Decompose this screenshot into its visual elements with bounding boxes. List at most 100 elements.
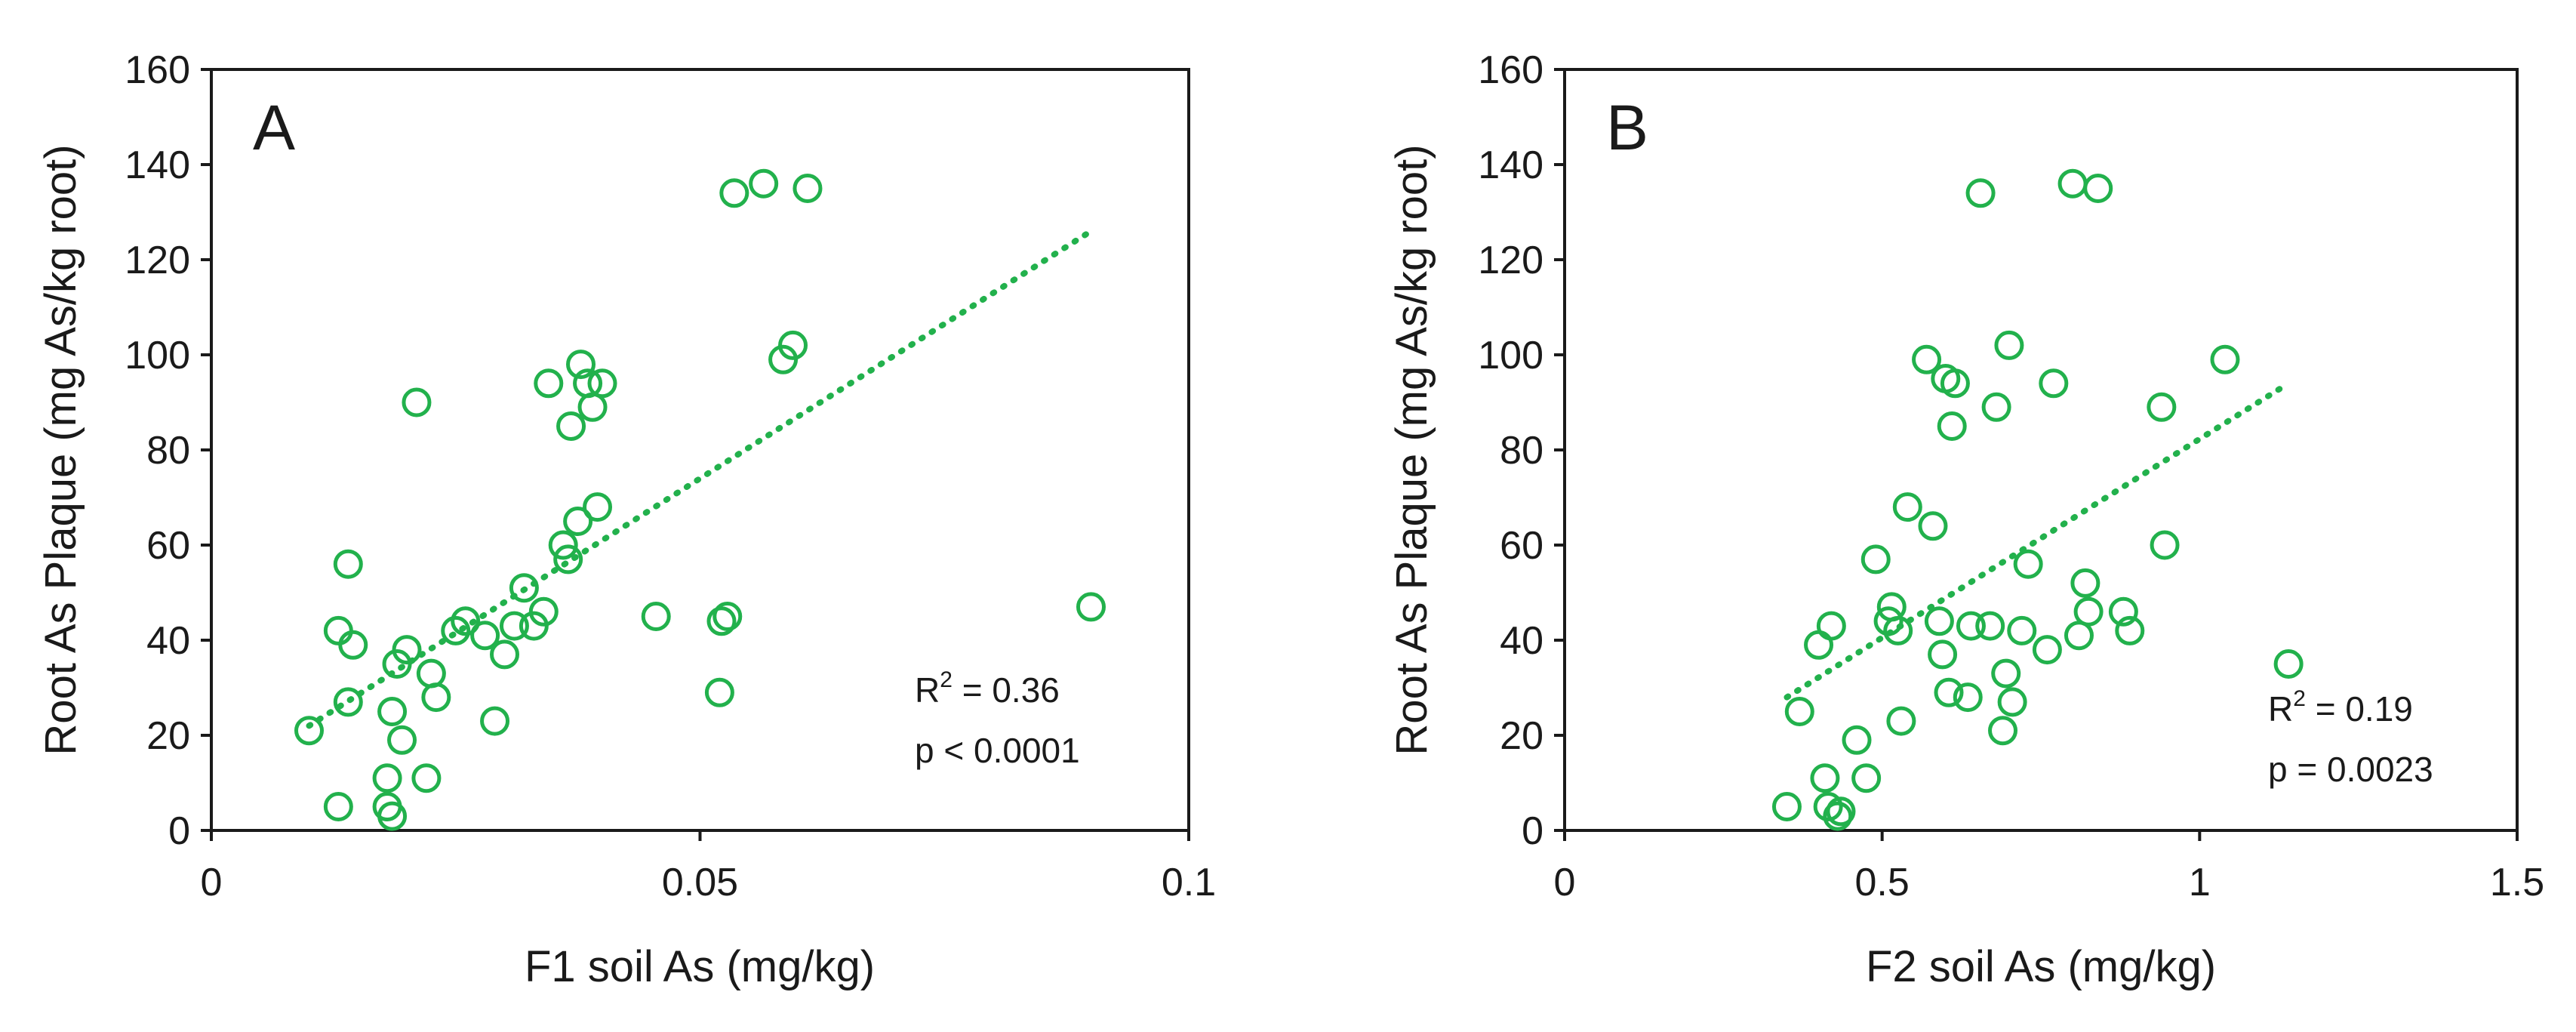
data-point bbox=[1860, 544, 1891, 575]
data-point bbox=[1937, 411, 1967, 441]
r-squared-text: R2 = 0.19 bbox=[2268, 686, 2413, 729]
r-squared-symbol: R bbox=[2268, 689, 2293, 729]
p-value-text: p < 0.0001 bbox=[915, 731, 1080, 770]
data-point bbox=[583, 492, 613, 522]
data-point bbox=[421, 682, 451, 713]
data-point bbox=[577, 392, 608, 422]
data-point bbox=[1810, 763, 1840, 793]
data-point bbox=[1823, 801, 1853, 831]
y-tick-label: 60 bbox=[146, 524, 190, 568]
data-point bbox=[534, 368, 564, 399]
data-point bbox=[2273, 649, 2304, 679]
x-tick-label: 1.5 bbox=[2490, 861, 2544, 904]
y-axis-title: Root As Plaque (mg As/kg root) bbox=[1387, 144, 1436, 755]
data-point bbox=[1892, 492, 1922, 522]
data-point bbox=[1784, 697, 1814, 726]
r-squared-exponent: 2 bbox=[940, 667, 953, 692]
data-point bbox=[706, 606, 737, 636]
data-point bbox=[480, 706, 510, 736]
y-tick-label: 80 bbox=[1500, 429, 1543, 473]
data-point bbox=[587, 368, 617, 399]
trendline bbox=[1784, 380, 2292, 701]
data-point bbox=[1076, 592, 1106, 622]
data-point bbox=[490, 639, 519, 670]
y-tick-label: 60 bbox=[1500, 524, 1543, 568]
data-point bbox=[778, 330, 808, 360]
data-point bbox=[1924, 606, 1954, 636]
x-tick-label: 0 bbox=[201, 861, 223, 904]
data-point bbox=[712, 602, 743, 631]
data-point bbox=[323, 792, 353, 821]
data-point bbox=[548, 530, 578, 560]
data-point bbox=[2115, 615, 2145, 645]
data-point bbox=[2032, 635, 2062, 665]
data-point bbox=[1918, 511, 1948, 541]
y-axis-ticks: 0 20 40 60 80 100 120 140 160 bbox=[125, 48, 211, 853]
panel-label: A bbox=[253, 92, 295, 163]
r-squared-value: = 0.36 bbox=[953, 670, 1060, 710]
data-point bbox=[1997, 687, 2027, 717]
data-point bbox=[1994, 330, 2024, 360]
y-tick-label: 160 bbox=[125, 48, 190, 92]
panel-b: 0 20 40 60 80 100 120 140 160 0 0.5 1 1.5 B R2 = 0.… bbox=[1387, 48, 2544, 991]
data-point bbox=[553, 544, 583, 575]
data-point bbox=[338, 630, 368, 660]
data-point bbox=[1886, 706, 1916, 736]
data-point bbox=[704, 677, 734, 707]
r-squared-symbol: R bbox=[915, 670, 940, 710]
data-point bbox=[1956, 611, 1986, 641]
y-tick-label: 0 bbox=[168, 809, 190, 853]
scatter-points bbox=[1771, 168, 2304, 831]
data-point bbox=[1826, 796, 1856, 827]
data-point bbox=[2064, 621, 2094, 651]
data-point bbox=[749, 168, 779, 199]
data-point bbox=[528, 596, 559, 627]
plot-frame bbox=[210, 68, 1190, 832]
data-point bbox=[1804, 630, 1834, 660]
data-point bbox=[792, 174, 823, 203]
data-point bbox=[1940, 368, 1970, 399]
data-point bbox=[1912, 344, 1942, 374]
y-axis-title: Root As Plaque (mg As/kg root) bbox=[36, 144, 85, 755]
data-point bbox=[499, 611, 529, 641]
x-tick-label: 1 bbox=[2189, 861, 2211, 904]
data-point bbox=[2108, 596, 2138, 627]
data-point bbox=[441, 615, 471, 645]
r-squared-exponent: 2 bbox=[2293, 686, 2306, 711]
data-point bbox=[1988, 716, 2018, 746]
data-point bbox=[1928, 639, 1958, 670]
data-point bbox=[566, 350, 596, 380]
x-tick-label: 0.5 bbox=[1855, 861, 1910, 904]
data-point bbox=[1816, 611, 1846, 641]
data-point bbox=[641, 602, 671, 631]
data-point bbox=[1842, 725, 1872, 755]
x-tick-label: 0.05 bbox=[662, 861, 738, 904]
data-point bbox=[294, 716, 324, 746]
data-point bbox=[2083, 174, 2113, 203]
data-point bbox=[1975, 611, 2005, 641]
data-point bbox=[416, 658, 446, 689]
data-point bbox=[377, 697, 408, 726]
x-axis-title: F1 soil As (mg/kg) bbox=[525, 942, 875, 991]
data-point bbox=[333, 549, 363, 579]
data-point bbox=[323, 615, 353, 645]
data-point bbox=[509, 573, 539, 603]
r-squared-value: = 0.19 bbox=[2306, 689, 2413, 729]
y-tick-label: 0 bbox=[1522, 809, 1543, 853]
data-point bbox=[2070, 568, 2101, 598]
y-tick-label: 160 bbox=[1478, 48, 1543, 92]
data-point bbox=[470, 621, 500, 651]
data-point bbox=[1991, 658, 2021, 689]
x-axis-ticks: 0 0.5 1 1.5 bbox=[1554, 830, 2544, 904]
data-point bbox=[2210, 344, 2240, 374]
p-value-text: p = 0.0023 bbox=[2268, 750, 2433, 789]
data-point bbox=[372, 763, 402, 793]
y-tick-label: 100 bbox=[1478, 334, 1543, 377]
data-point bbox=[402, 387, 432, 417]
y-tick-label: 140 bbox=[125, 143, 190, 187]
y-tick-label: 20 bbox=[146, 714, 190, 758]
y-tick-label: 120 bbox=[125, 239, 190, 282]
data-point bbox=[563, 507, 593, 536]
y-tick-label: 40 bbox=[146, 619, 190, 663]
